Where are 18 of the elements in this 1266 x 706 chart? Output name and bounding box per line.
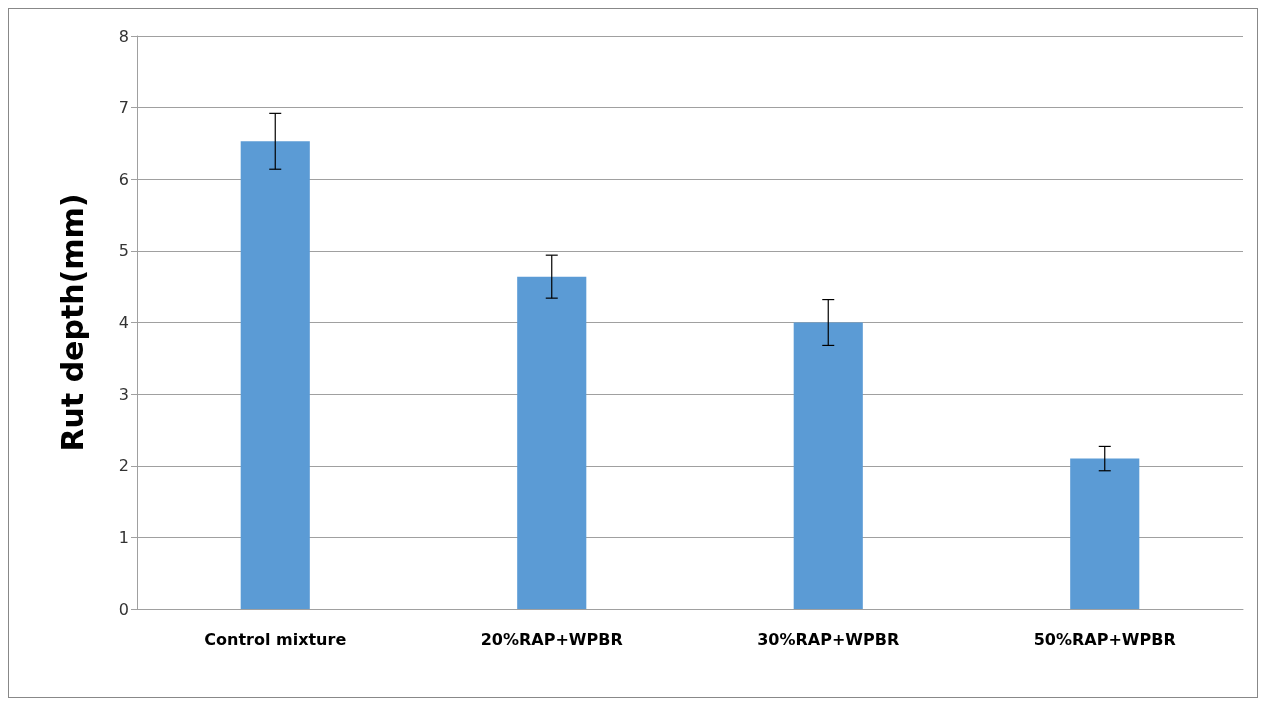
- y-tick-label: 2: [118, 456, 129, 476]
- y-axis-title: Rut depth(mm): [54, 193, 90, 452]
- bar: [517, 276, 587, 609]
- y-tick-label: 0: [118, 599, 129, 619]
- x-tick-label: 30%RAP+WPBR: [757, 629, 900, 649]
- x-tick-label: 50%RAP+WPBR: [1033, 629, 1176, 649]
- bar: [793, 322, 863, 609]
- y-tick-label: 7: [118, 98, 129, 118]
- y-tick-label: 4: [118, 313, 129, 332]
- y-tick-label: 8: [118, 26, 129, 46]
- y-tick-label: 1: [118, 527, 129, 547]
- bar: [1070, 458, 1140, 609]
- x-tick-label: 20%RAP+WPBR: [480, 629, 623, 649]
- y-tick-label: 3: [118, 384, 129, 404]
- y-tick-label: 5: [118, 241, 129, 261]
- y-tick-label: 6: [118, 169, 129, 189]
- bar: [240, 141, 310, 609]
- x-tick-label: Control mixture: [204, 629, 347, 649]
